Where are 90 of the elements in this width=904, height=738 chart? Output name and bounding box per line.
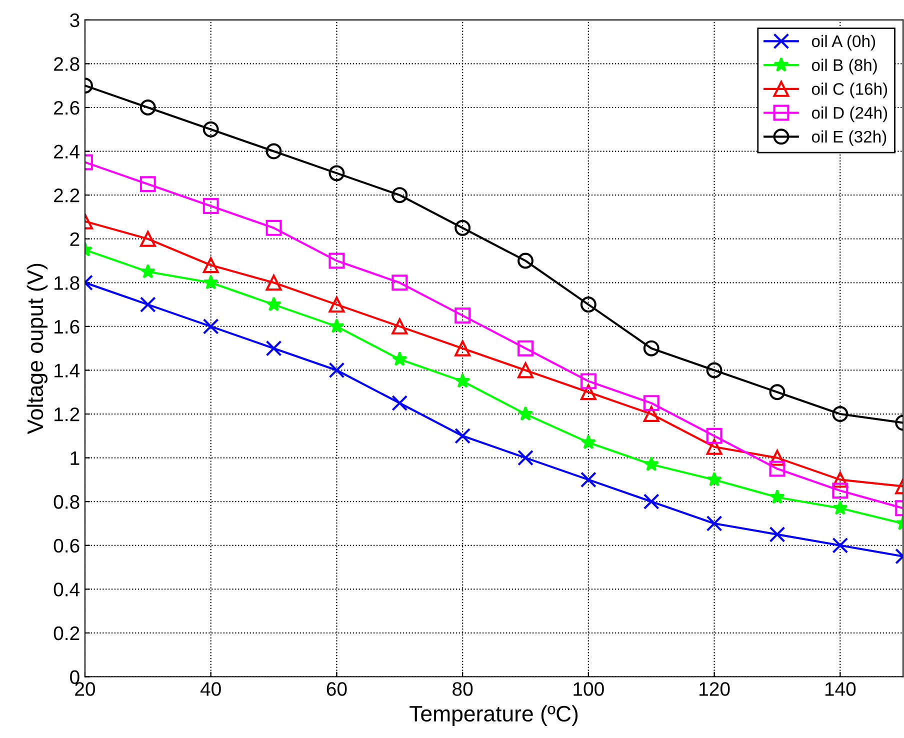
x-tick-label: 80 bbox=[452, 682, 473, 696]
point bbox=[770, 489, 785, 504]
y-tick-label: 0.6 bbox=[54, 538, 80, 553]
point bbox=[328, 252, 345, 269]
point bbox=[769, 450, 786, 466]
y-tick-label: 1.2 bbox=[54, 407, 80, 422]
point bbox=[832, 472, 848, 488]
y-tick-label: 2 bbox=[70, 232, 80, 246]
point bbox=[266, 220, 282, 236]
point bbox=[518, 406, 534, 421]
point bbox=[392, 351, 408, 366]
y-tick-label: 1.8 bbox=[54, 276, 80, 290]
x-axis-title: Temperature (ºC) bbox=[410, 705, 578, 726]
point bbox=[580, 296, 596, 313]
point bbox=[202, 257, 219, 274]
y-tick-label: 2.6 bbox=[54, 100, 80, 115]
x-tick-label: 100 bbox=[574, 682, 604, 696]
point bbox=[706, 438, 722, 455]
point bbox=[266, 296, 282, 312]
point bbox=[454, 373, 470, 388]
point bbox=[580, 384, 596, 400]
point bbox=[518, 362, 534, 378]
point bbox=[140, 100, 156, 116]
point bbox=[518, 252, 534, 269]
x-tick-label: 140 bbox=[825, 682, 856, 696]
legend-label: oil D (24h) bbox=[812, 106, 888, 122]
legend-label: oil C (16h) bbox=[812, 82, 888, 98]
y-axis-title: Voltage ouput (V) bbox=[26, 264, 48, 434]
point bbox=[643, 395, 660, 412]
legend-label: oil A (0h) bbox=[812, 34, 876, 50]
y-tick-label: 0.4 bbox=[54, 582, 80, 596]
point bbox=[832, 406, 848, 422]
point bbox=[454, 220, 471, 236]
y-tick-label: 2.8 bbox=[54, 57, 80, 71]
point bbox=[769, 384, 786, 400]
x-tick-label: 60 bbox=[326, 682, 347, 696]
point bbox=[518, 340, 534, 356]
x-tick-label: 20 bbox=[75, 682, 96, 696]
x-tick-label: 120 bbox=[700, 682, 730, 696]
point bbox=[769, 460, 786, 477]
point bbox=[202, 198, 219, 214]
legend-label: oil B (8h) bbox=[812, 58, 877, 74]
point bbox=[392, 187, 408, 204]
point bbox=[140, 264, 156, 278]
point bbox=[454, 428, 471, 444]
y-tick-label: 0.2 bbox=[54, 626, 80, 640]
point bbox=[644, 456, 660, 472]
point bbox=[769, 526, 786, 542]
point bbox=[643, 406, 660, 422]
point bbox=[454, 308, 471, 324]
point bbox=[643, 494, 660, 510]
point bbox=[580, 472, 596, 488]
point bbox=[140, 296, 156, 313]
point bbox=[832, 500, 848, 515]
point bbox=[266, 340, 282, 356]
point bbox=[454, 340, 471, 356]
point bbox=[329, 318, 344, 334]
y-tick-label: 1.4 bbox=[54, 364, 80, 378]
y-tick-label: 3 bbox=[70, 13, 80, 28]
legend-label: oil E (32h) bbox=[812, 130, 886, 146]
y-tick-label: 1 bbox=[70, 451, 80, 465]
point bbox=[140, 176, 156, 192]
y-tick-label: 2.2 bbox=[54, 188, 80, 202]
point bbox=[580, 434, 596, 450]
x-tick-label: 40 bbox=[200, 682, 221, 696]
point bbox=[580, 373, 596, 390]
point bbox=[706, 516, 722, 532]
point bbox=[202, 318, 219, 334]
point bbox=[706, 362, 722, 378]
point bbox=[643, 340, 660, 356]
point bbox=[392, 274, 408, 291]
y-tick-label: 0 bbox=[70, 670, 80, 684]
point bbox=[706, 428, 722, 444]
point bbox=[328, 296, 345, 313]
point bbox=[266, 143, 282, 160]
point bbox=[392, 395, 408, 412]
point bbox=[328, 165, 345, 182]
point bbox=[518, 450, 534, 466]
y-tick-label: 1.6 bbox=[54, 320, 80, 334]
point bbox=[706, 472, 722, 486]
y-tick-label: 0.8 bbox=[54, 495, 80, 509]
point bbox=[832, 537, 848, 554]
point bbox=[328, 362, 345, 378]
y-tick-label: 2.4 bbox=[54, 144, 80, 158]
point bbox=[392, 318, 408, 334]
point bbox=[266, 274, 282, 291]
point bbox=[203, 274, 218, 290]
point bbox=[140, 230, 156, 247]
point bbox=[202, 121, 219, 138]
point bbox=[832, 482, 848, 499]
